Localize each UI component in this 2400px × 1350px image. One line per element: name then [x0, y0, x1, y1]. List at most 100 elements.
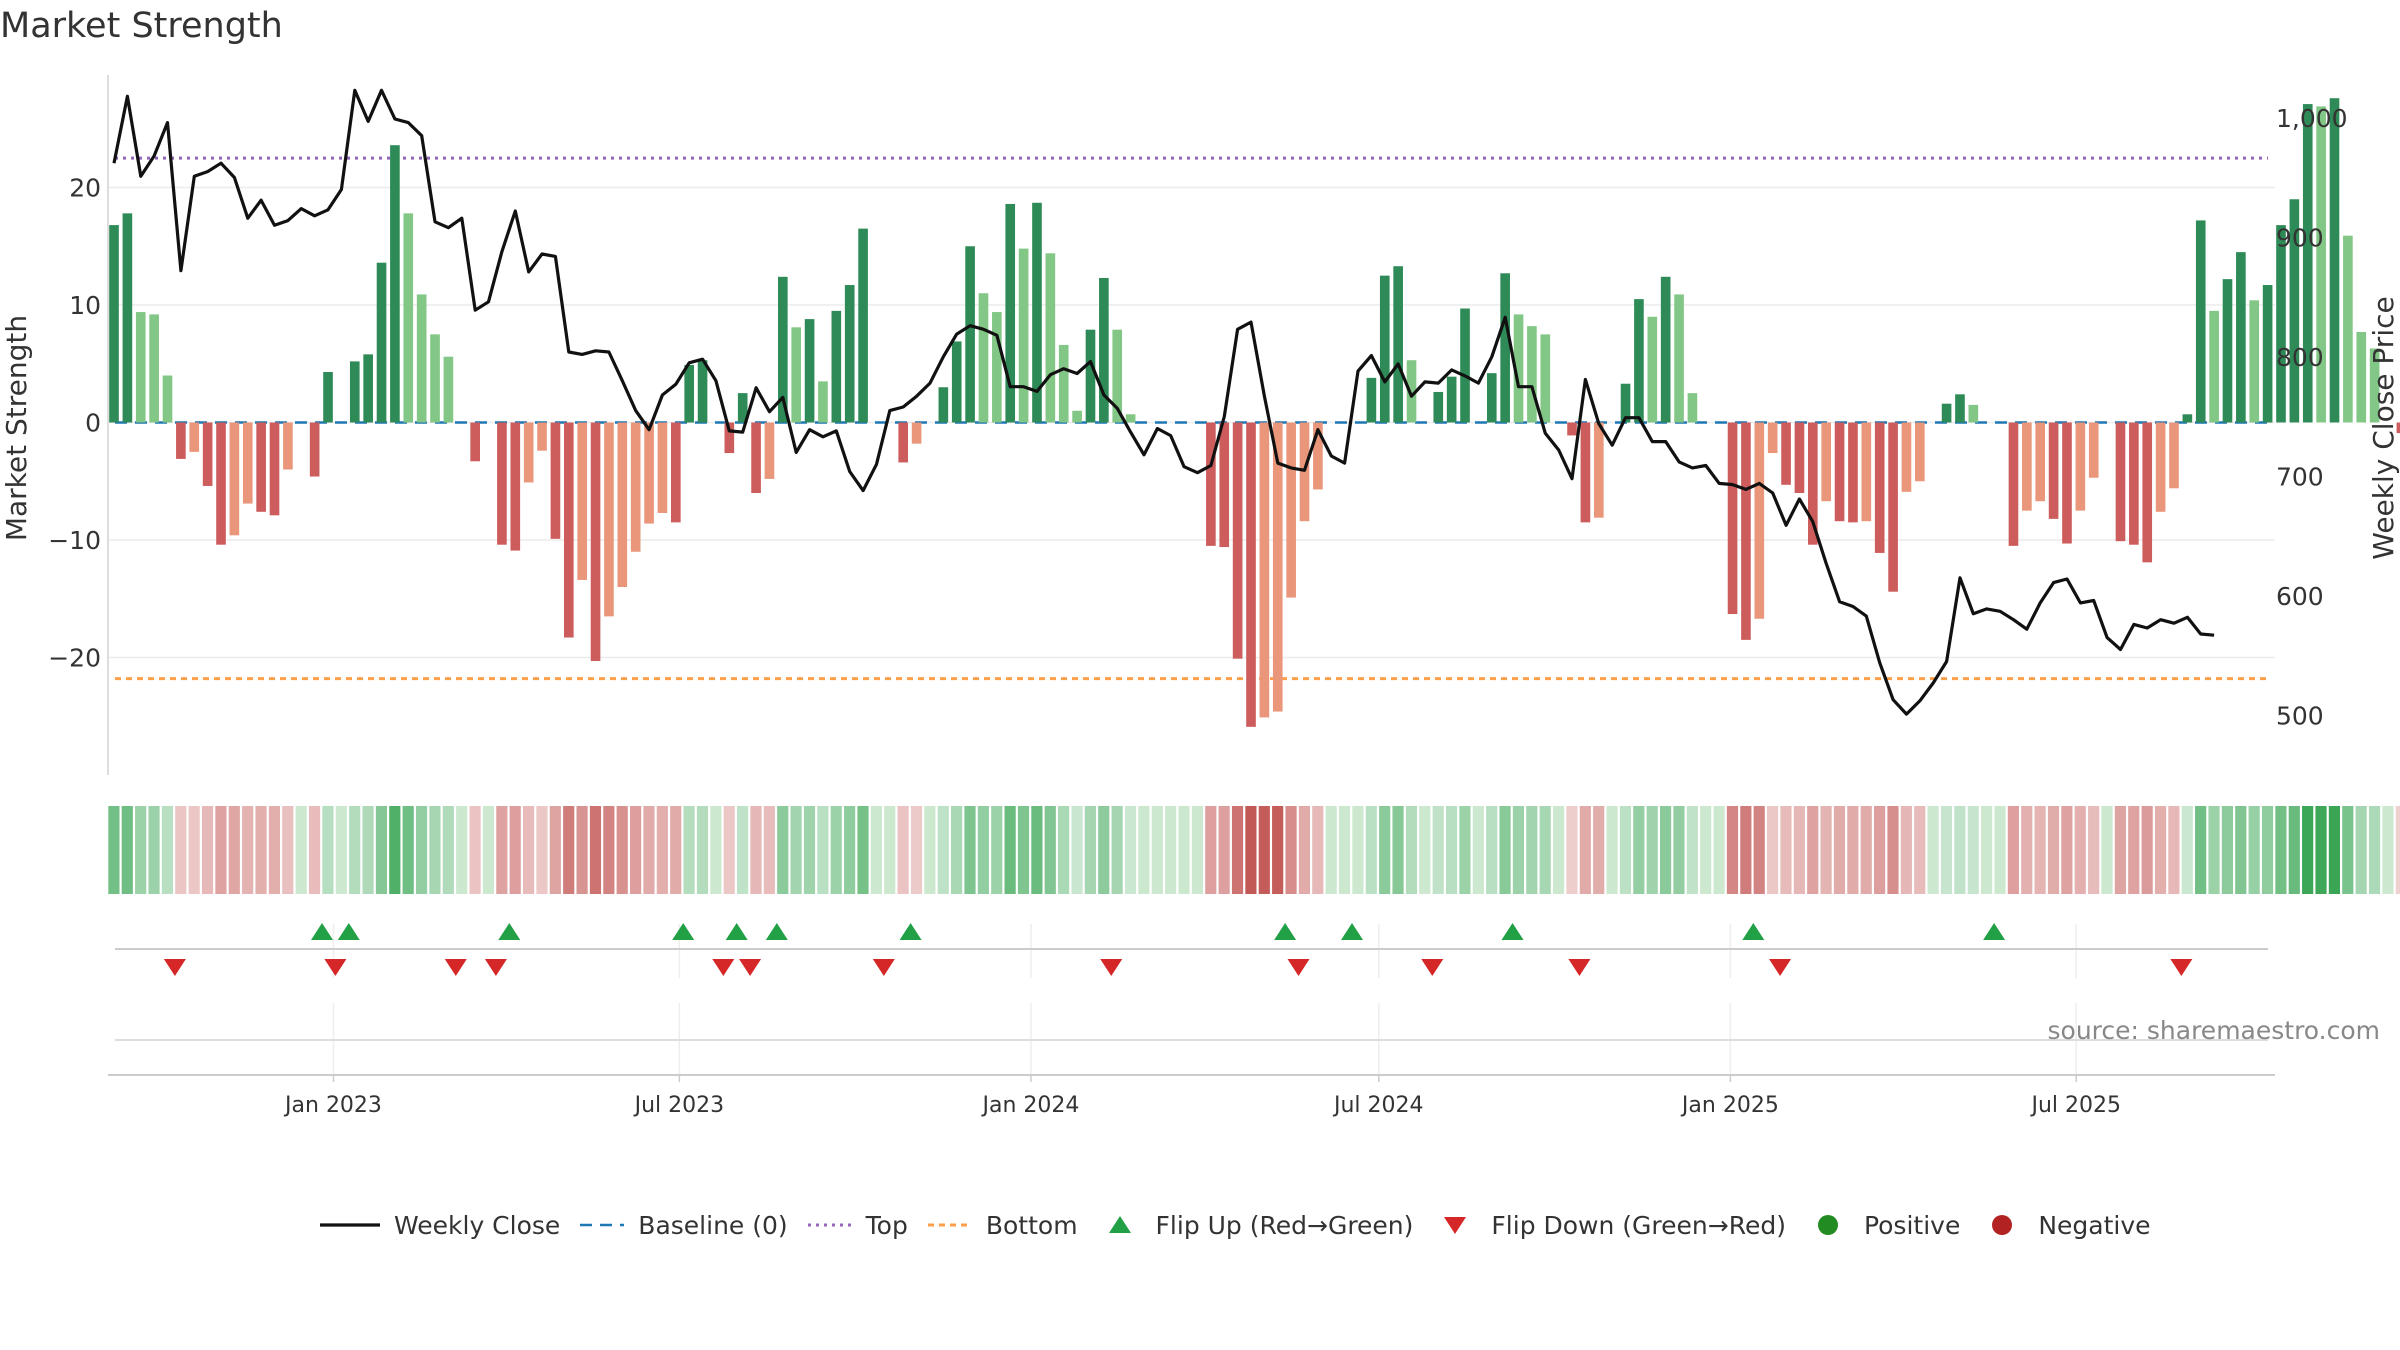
heat-cell — [549, 806, 561, 894]
strength-bar — [764, 422, 775, 479]
y-right-tick-label: 700 — [2276, 462, 2324, 491]
legend-label: Top — [865, 1210, 908, 1240]
flip-up-marker — [311, 923, 334, 940]
strength-bar — [256, 422, 266, 512]
heat-cell — [1887, 806, 1899, 894]
heat-cell — [135, 806, 147, 894]
strength-bar — [403, 213, 414, 423]
heat-cell — [723, 806, 735, 894]
strength-bar — [1741, 422, 1751, 640]
heat-cell — [977, 806, 989, 894]
strength-bar — [376, 262, 387, 423]
strength-bar — [670, 422, 681, 523]
heat-cell — [1940, 806, 1953, 894]
heat-cell — [2074, 806, 2086, 894]
heat-cell — [1071, 806, 1083, 894]
flip-down-marker — [484, 959, 507, 976]
heat-cell — [924, 806, 936, 894]
strength-bar — [1005, 203, 1016, 423]
y-right-tick-label: 900 — [2276, 223, 2324, 252]
flip-down-marker — [739, 959, 762, 976]
y-right-tick-label: 600 — [2276, 582, 2324, 611]
strength-bar — [2316, 106, 2326, 423]
heat-cell — [1566, 806, 1578, 894]
strength-bar — [751, 422, 761, 493]
bottom-legend-icon — [927, 1223, 972, 1227]
strength-bar — [1955, 394, 1965, 423]
heat-cell — [1606, 806, 1618, 894]
heat-cell — [1365, 806, 1377, 894]
heat-cell — [1499, 806, 1511, 894]
heat-cell — [1111, 806, 1123, 894]
legend-item-negative: Negative — [1980, 1210, 2151, 1240]
heat-cell — [790, 806, 802, 894]
heat-cell — [161, 806, 173, 894]
heat-cell — [1285, 806, 1297, 894]
flip-up-marker — [498, 923, 521, 940]
heat-cell — [910, 806, 923, 894]
flip-down-marker — [163, 959, 186, 976]
legend-label: Bottom — [985, 1210, 1078, 1240]
strength-bar — [2222, 279, 2233, 423]
heat-cell — [1552, 806, 1565, 894]
strength-bar — [1794, 422, 1805, 493]
heat-cell — [1151, 806, 1163, 894]
strength-bar — [2302, 104, 2313, 423]
flip-up-marker — [765, 923, 788, 940]
heat-cell — [1165, 806, 1177, 894]
heat-cell — [2181, 806, 2193, 894]
heat-cell — [991, 806, 1003, 894]
heat-cell — [308, 806, 321, 894]
heat-cell — [2275, 806, 2287, 894]
heat-cell — [817, 806, 829, 894]
heat-cell — [576, 806, 588, 894]
y-left-tick-label: −10 — [48, 526, 101, 555]
heat-cell — [670, 806, 682, 894]
y-right-tick-label: 1,000 — [2276, 104, 2348, 133]
heat-cell — [1793, 806, 1805, 894]
heat-cell — [228, 806, 240, 894]
strength-bar — [122, 213, 133, 423]
strength-bar — [443, 356, 454, 423]
strength-bar — [1206, 422, 1216, 546]
heat-cell — [1312, 806, 1324, 894]
heat-cell — [1994, 806, 2006, 894]
flip-up-marker — [1983, 923, 2006, 940]
heat-cell — [2047, 806, 2060, 894]
heat-cell — [1900, 806, 1912, 894]
heat-cell — [603, 806, 615, 894]
heat-cell — [375, 806, 388, 894]
legend-item-bottom: Bottom — [927, 1210, 1078, 1240]
heat-cell — [2168, 806, 2180, 894]
heat-cell — [1726, 806, 1739, 894]
strength-bar — [1513, 314, 1524, 423]
heat-cell — [1379, 806, 1391, 894]
heat-cell — [362, 806, 374, 894]
strength-bar — [1219, 422, 1230, 548]
strength-bar — [1125, 414, 1136, 423]
legend-label: Negative — [2038, 1210, 2151, 1240]
strength-bar — [1406, 360, 1417, 423]
strength-bar — [1781, 422, 1791, 485]
heat-cell — [1245, 806, 1257, 894]
strength-bar — [737, 393, 748, 423]
heat-cell — [1031, 806, 1043, 894]
heat-cell — [857, 806, 869, 894]
strength-bar — [1660, 276, 1671, 423]
heat-cell — [2021, 806, 2033, 894]
axes: −20 −10 0 10 20 500 600 700 800 900 1,000 Market St… — [0, 75, 2400, 1118]
strength-bar — [216, 422, 226, 545]
strength-bar — [644, 422, 654, 524]
heat-cell — [629, 806, 642, 894]
flip-up-marker — [899, 923, 922, 940]
y-left-tick-label: −20 — [48, 644, 101, 673]
strength-bar — [1848, 422, 1858, 523]
heat-cell — [1138, 806, 1150, 894]
heat-cell — [2034, 806, 2046, 894]
flip-up-marker — [1742, 923, 1765, 940]
heat-cell — [2261, 806, 2274, 894]
flip-down-marker — [712, 959, 735, 976]
y-left-tick-label: 20 — [69, 174, 101, 203]
strength-bar — [898, 422, 909, 463]
strength-bar — [1366, 377, 1377, 423]
